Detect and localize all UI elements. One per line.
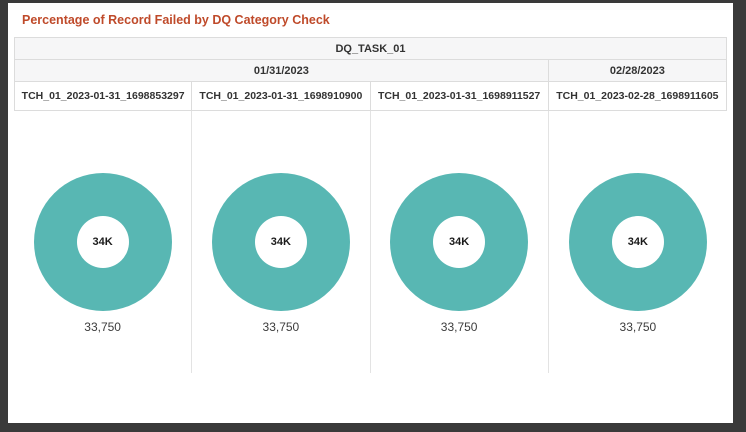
donut-chart-cell: 34K 33,750: [549, 111, 727, 373]
donut-chart[interactable]: 34K: [390, 173, 529, 311]
dashboard-panel: Percentage of Record Failed by DQ Catego…: [8, 3, 733, 423]
donut-center-label: 34K: [76, 216, 129, 268]
donut-chart-row: 34K 33,750 34K 33,750 34K 33,750 34K 33,…: [14, 111, 727, 373]
donut-chart[interactable]: 34K: [211, 173, 350, 311]
donut-chart[interactable]: 34K: [33, 173, 172, 311]
task-header-cell: DQ_TASK_01: [14, 37, 727, 59]
date-header-cell: 01/31/2023: [14, 59, 549, 81]
donut-chart-cell: 34K 33,750: [192, 111, 371, 373]
donut-value-label: 33,750: [262, 320, 300, 334]
donut-chart[interactable]: 34K: [568, 173, 707, 311]
donut-center-label: 34K: [254, 216, 307, 268]
chart-title-bar: Percentage of Record Failed by DQ Catego…: [8, 3, 733, 37]
batch-header-cell: TCH_01_2023-01-31_1698910900: [192, 81, 371, 111]
batch-header-cell: TCH_01_2023-01-31_1698911527: [370, 81, 549, 111]
date-header-cell: 02/28/2023: [548, 59, 727, 81]
chart-title: Percentage of Record Failed by DQ Catego…: [22, 13, 330, 27]
donut-value-label: 33,750: [619, 320, 657, 334]
donut-value-label: 33,750: [84, 320, 121, 334]
pivot-header: DQ_TASK_01 01/31/2023 02/28/2023 TCH_01_…: [14, 37, 727, 111]
batch-header-cell: TCH_01_2023-01-31_1698853297: [14, 81, 193, 111]
donut-chart-cell: 34K 33,750: [14, 111, 193, 373]
donut-center-label: 34K: [433, 216, 486, 268]
donut-value-label: 33,750: [440, 320, 478, 334]
donut-chart-cell: 34K 33,750: [371, 111, 549, 373]
batch-header-cell: TCH_01_2023-02-28_1698911605: [548, 81, 727, 111]
donut-center-label: 34K: [611, 216, 664, 268]
